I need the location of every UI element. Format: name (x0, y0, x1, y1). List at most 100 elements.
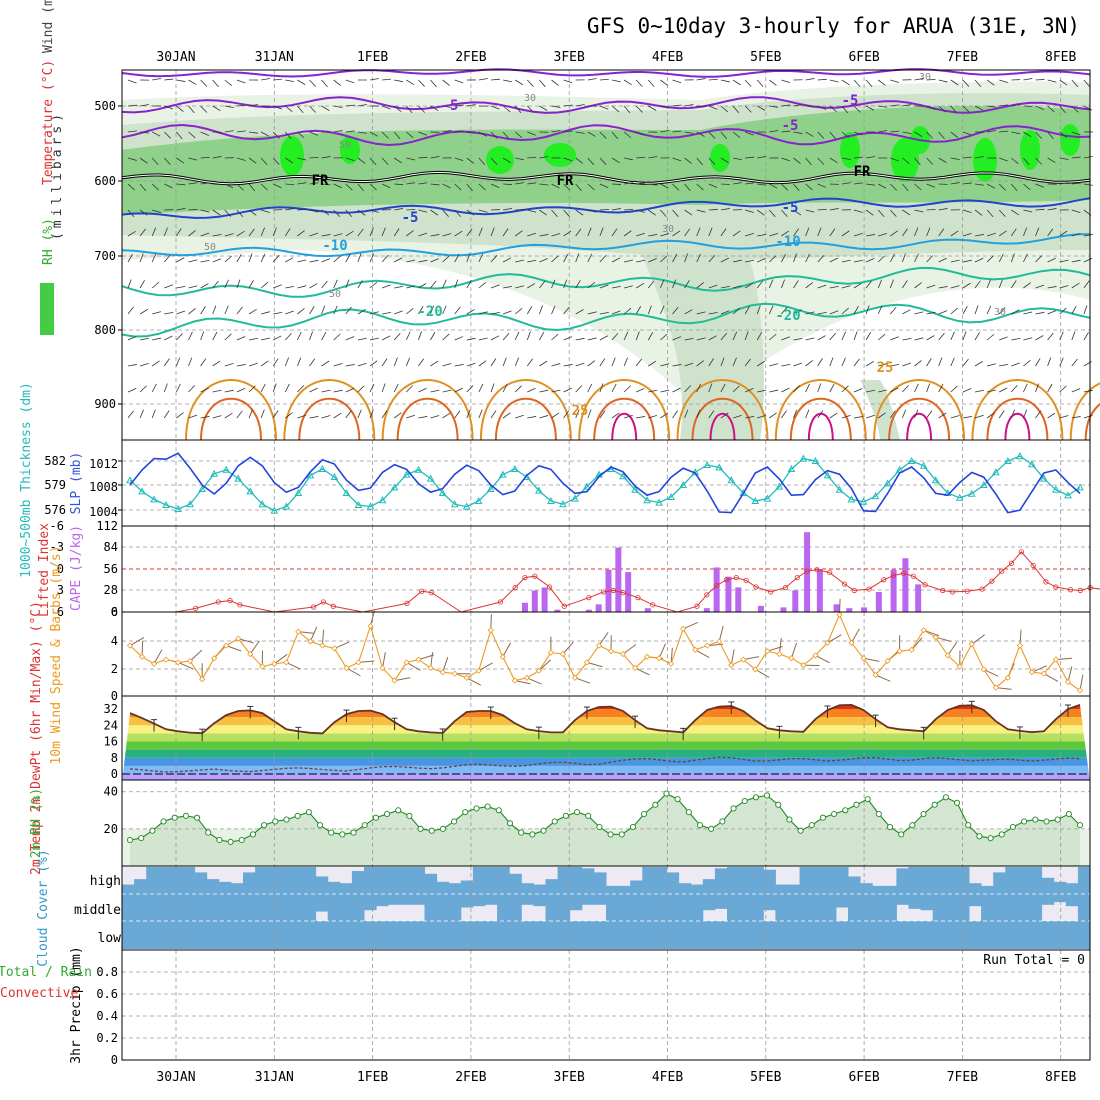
rh-point (663, 790, 670, 797)
wind-barb (914, 282, 922, 289)
wind-barb (490, 78, 500, 81)
cloud-bar-high (158, 867, 171, 894)
wind-barb (333, 305, 338, 315)
wind-barb (587, 227, 592, 237)
wind-barb (224, 412, 233, 419)
wind-barb (635, 358, 642, 367)
y-tick-label: 800 (94, 323, 116, 337)
wind-barb (297, 131, 305, 139)
wind-barb (817, 227, 822, 237)
thickness-point (739, 488, 748, 496)
wind-speed-series (126, 611, 1084, 694)
li-point (964, 588, 970, 594)
isotherm-label: -10 (322, 238, 347, 254)
wind-barb (1047, 412, 1056, 419)
wind-barb (394, 257, 403, 263)
wind-barb-10m (466, 677, 482, 686)
wind-barb-10m (394, 677, 411, 682)
wind-barb (684, 309, 693, 315)
wind-barb (381, 358, 388, 367)
cloud-bar-high (908, 867, 922, 894)
wind-barb-10m (153, 649, 163, 665)
wind-barb (587, 360, 596, 367)
wind-barb (732, 307, 741, 315)
rh-point (283, 816, 290, 823)
wind-barb (418, 358, 425, 367)
li-point (949, 589, 956, 595)
wind-barb (309, 156, 319, 159)
wind-speed-point (728, 662, 735, 669)
wind-barb (696, 282, 705, 289)
cloud-bar-high (218, 881, 232, 894)
wind-barb-10m (971, 634, 985, 645)
wind-barb (890, 230, 898, 237)
wind-barb (950, 230, 959, 237)
rh-point (227, 838, 234, 845)
wind-barb (636, 387, 645, 393)
top-date-label: 30JAN (156, 50, 195, 65)
thickness-point (318, 464, 327, 472)
wind-speed-point (800, 662, 807, 669)
wind-barb-10m (274, 653, 288, 665)
rh-high-blob (340, 136, 360, 164)
wind-barb (176, 183, 186, 186)
wind-barb (357, 228, 364, 237)
rh-point (484, 803, 491, 810)
wind-barb (890, 130, 900, 133)
precip-tick-label: 0 (111, 1053, 118, 1067)
wind-barb (526, 358, 534, 367)
wind-barb (1071, 358, 1078, 367)
thickness-point (174, 504, 182, 512)
wind-barb (611, 357, 616, 367)
cloud-bar-middle (823, 894, 837, 921)
wind-barb (781, 336, 790, 341)
wind-barb (188, 285, 198, 289)
wind-barb (648, 209, 656, 216)
wind-barb (793, 309, 802, 315)
rh-point (808, 822, 815, 829)
wind-barb (769, 363, 779, 367)
wind-barb (914, 311, 924, 315)
li-point (694, 603, 700, 609)
cloud-bar-high (243, 872, 256, 894)
wind-barb (430, 209, 439, 216)
wind-barb-10m (743, 656, 760, 661)
cloud-bar-high (1005, 867, 1018, 894)
wind-barb (926, 157, 934, 165)
wind-barb (817, 311, 827, 315)
isotherm-label: -20 (775, 308, 800, 324)
chart-title: GFS 0~10day 3-hourly for ARUA (31E, 3N) (587, 14, 1080, 38)
wind-barb (999, 79, 1008, 83)
cape-bar (703, 608, 710, 612)
wind-barb (817, 131, 825, 139)
wind-speed-point (475, 667, 482, 674)
wind-barb (212, 415, 222, 419)
rh-ylabel: 2m RH (%) (29, 788, 44, 858)
wind-barb (672, 306, 679, 315)
wind-barb (647, 280, 655, 289)
wind-barb (745, 182, 755, 185)
wind-barb (732, 259, 742, 263)
thickness-point (366, 502, 375, 510)
wind-barb (200, 157, 210, 159)
cloud-bar-high (436, 881, 450, 894)
wind-barb (127, 230, 136, 237)
wind-speed-point (944, 652, 951, 659)
wind-barb (297, 285, 307, 289)
wind-barb (1059, 415, 1069, 419)
wind-barb (744, 282, 753, 289)
cloud-bar-middle (557, 894, 571, 921)
wind-barb-10m (502, 642, 512, 658)
wind-barb (200, 79, 208, 87)
wind-barb-10m (1031, 665, 1047, 673)
precip-tick-label: 0.8 (96, 965, 118, 979)
wind-barb (865, 414, 875, 419)
wind-barb (418, 156, 428, 159)
wind-barb (986, 412, 995, 419)
cloud-bar-middle (122, 894, 135, 921)
wind-barb (551, 333, 559, 341)
wind-barb-10m (790, 642, 798, 659)
wind-barb (732, 331, 738, 341)
